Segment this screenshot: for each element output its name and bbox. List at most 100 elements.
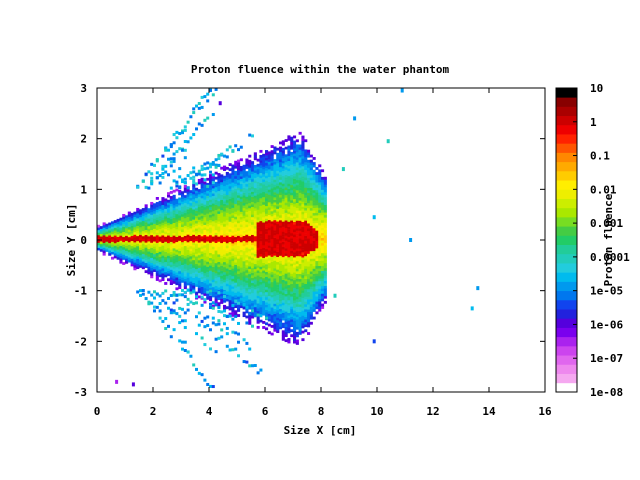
heatmap-cell	[225, 242, 229, 246]
heatmap-cell	[237, 298, 241, 302]
scatter-cell	[206, 116, 210, 120]
heatmap-cell	[130, 243, 134, 247]
heatmap-cell	[251, 221, 255, 225]
heatmap-cell	[105, 223, 109, 227]
heatmap-cell	[276, 233, 280, 237]
heatmap-cell	[262, 207, 266, 210]
heatmap-cell	[267, 207, 271, 210]
heatmap-cell	[259, 286, 263, 290]
heatmap-cell	[220, 179, 224, 183]
heatmap-cell	[231, 275, 235, 279]
scatter-cell	[181, 319, 184, 323]
heatmap-cell	[256, 305, 260, 309]
heatmap-cell	[312, 220, 316, 224]
heatmap-cell	[150, 267, 154, 271]
heatmap-cell	[321, 230, 325, 233]
heatmap-cell	[231, 192, 235, 196]
scatter-cell	[192, 302, 196, 306]
heatmap-cell	[228, 299, 232, 303]
heatmap-cell	[290, 308, 294, 312]
heatmap-cell	[231, 237, 235, 241]
heatmap-cell	[312, 235, 316, 239]
heatmap-cell	[234, 274, 238, 278]
scatter-cell	[147, 170, 151, 174]
heatmap-cell	[223, 213, 227, 217]
heatmap-cell	[133, 239, 137, 243]
heatmap-cell	[164, 213, 168, 217]
heatmap-cell	[237, 220, 241, 224]
heatmap-cell	[155, 252, 159, 256]
heatmap-cell	[287, 160, 291, 164]
heatmap-cell	[251, 305, 255, 309]
heatmap-cell	[259, 253, 263, 257]
heatmap-cell	[304, 162, 308, 165]
y-tick-label: -1	[74, 285, 88, 298]
heatmap-cell	[242, 230, 246, 234]
heatmap-cell	[125, 235, 129, 239]
heatmap-cell	[209, 194, 213, 198]
heatmap-cell	[228, 201, 232, 205]
heatmap-cell	[217, 175, 221, 179]
heatmap-cell	[141, 215, 145, 219]
heatmap-cell	[312, 255, 316, 259]
heatmap-cell	[234, 234, 238, 238]
heatmap-cell	[231, 268, 235, 272]
heatmap-cell	[265, 150, 269, 153]
heatmap-cell	[295, 324, 299, 328]
heatmap-cell	[144, 224, 148, 228]
scatter-cell	[141, 179, 145, 183]
heatmap-cell	[287, 282, 291, 286]
heatmap-cell	[245, 302, 249, 306]
heatmap-cell	[220, 219, 224, 223]
heatmap-cell	[169, 196, 173, 199]
heatmap-cell	[228, 279, 232, 283]
heatmap-cell	[127, 216, 131, 220]
heatmap-cell	[304, 220, 308, 224]
heatmap-cell	[237, 276, 241, 279]
heatmap-cell	[281, 160, 285, 164]
heatmap-cell	[273, 161, 277, 165]
heatmap-cell	[139, 209, 143, 213]
scatter-cell	[253, 364, 257, 367]
heatmap-cell	[323, 237, 327, 241]
heatmap-cell	[133, 224, 137, 228]
heatmap-cell	[223, 299, 227, 303]
heatmap-cell	[111, 246, 115, 250]
heatmap-cell	[293, 328, 297, 331]
heatmap-cell	[200, 238, 204, 242]
heatmap-cell	[293, 297, 297, 301]
outlier-point	[476, 286, 480, 291]
heatmap-cell	[206, 215, 210, 219]
heatmap-cell	[281, 284, 285, 288]
heatmap-cell	[102, 235, 106, 238]
heatmap-cell	[307, 185, 311, 188]
heatmap-cell	[130, 258, 134, 262]
heatmap-cell	[251, 219, 255, 223]
heatmap-cell	[309, 228, 313, 231]
heatmap-cell	[301, 279, 305, 283]
heatmap-cell	[136, 225, 140, 229]
heatmap-cell	[217, 276, 221, 280]
scatter-cell	[225, 155, 229, 159]
heatmap-cell	[225, 293, 229, 297]
heatmap-cell	[217, 233, 221, 237]
heatmap-cell	[200, 258, 204, 262]
heatmap-cell	[209, 184, 213, 188]
scatter-cell	[211, 321, 215, 325]
heatmap-cell	[279, 278, 283, 282]
heatmap-cell	[237, 164, 241, 168]
heatmap-cell	[290, 248, 294, 251]
heatmap-cell	[251, 214, 255, 218]
heatmap-cell	[318, 217, 322, 221]
heatmap-cell	[237, 159, 241, 163]
heatmap-cell	[178, 240, 182, 244]
heatmap-cell	[307, 309, 311, 313]
heatmap-cell	[181, 262, 185, 265]
heatmap-cell	[307, 291, 311, 295]
heatmap-cell	[267, 194, 271, 198]
heatmap-cell	[183, 217, 187, 221]
heatmap-cell	[256, 257, 260, 261]
heatmap-cell	[181, 259, 185, 263]
heatmap-cell	[301, 160, 305, 164]
